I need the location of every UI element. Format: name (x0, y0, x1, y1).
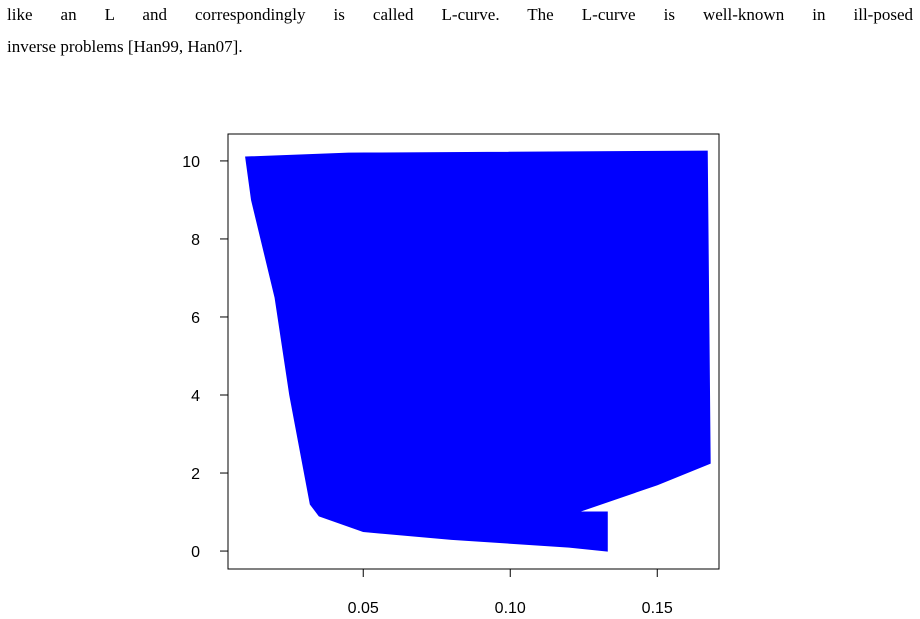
text-line: inverse problems [Han99, Han07]. (7, 37, 243, 56)
x-tick-label: 0.15 (642, 600, 673, 617)
y-tick-label: 10 (182, 154, 200, 171)
x-tick-label: 0.10 (495, 600, 526, 617)
y-tick-label: 8 (191, 232, 200, 249)
y-tick-label: 0 (191, 544, 200, 561)
text-line: like an L and correspondingly is called … (7, 5, 913, 24)
x-tick-label: 0.05 (348, 600, 379, 617)
y-tick-label: 6 (191, 310, 200, 327)
y-tick-label: 4 (191, 388, 200, 405)
y-tick-label: 2 (191, 466, 200, 483)
plot-box (227, 133, 720, 570)
filled-region (245, 150, 711, 552)
